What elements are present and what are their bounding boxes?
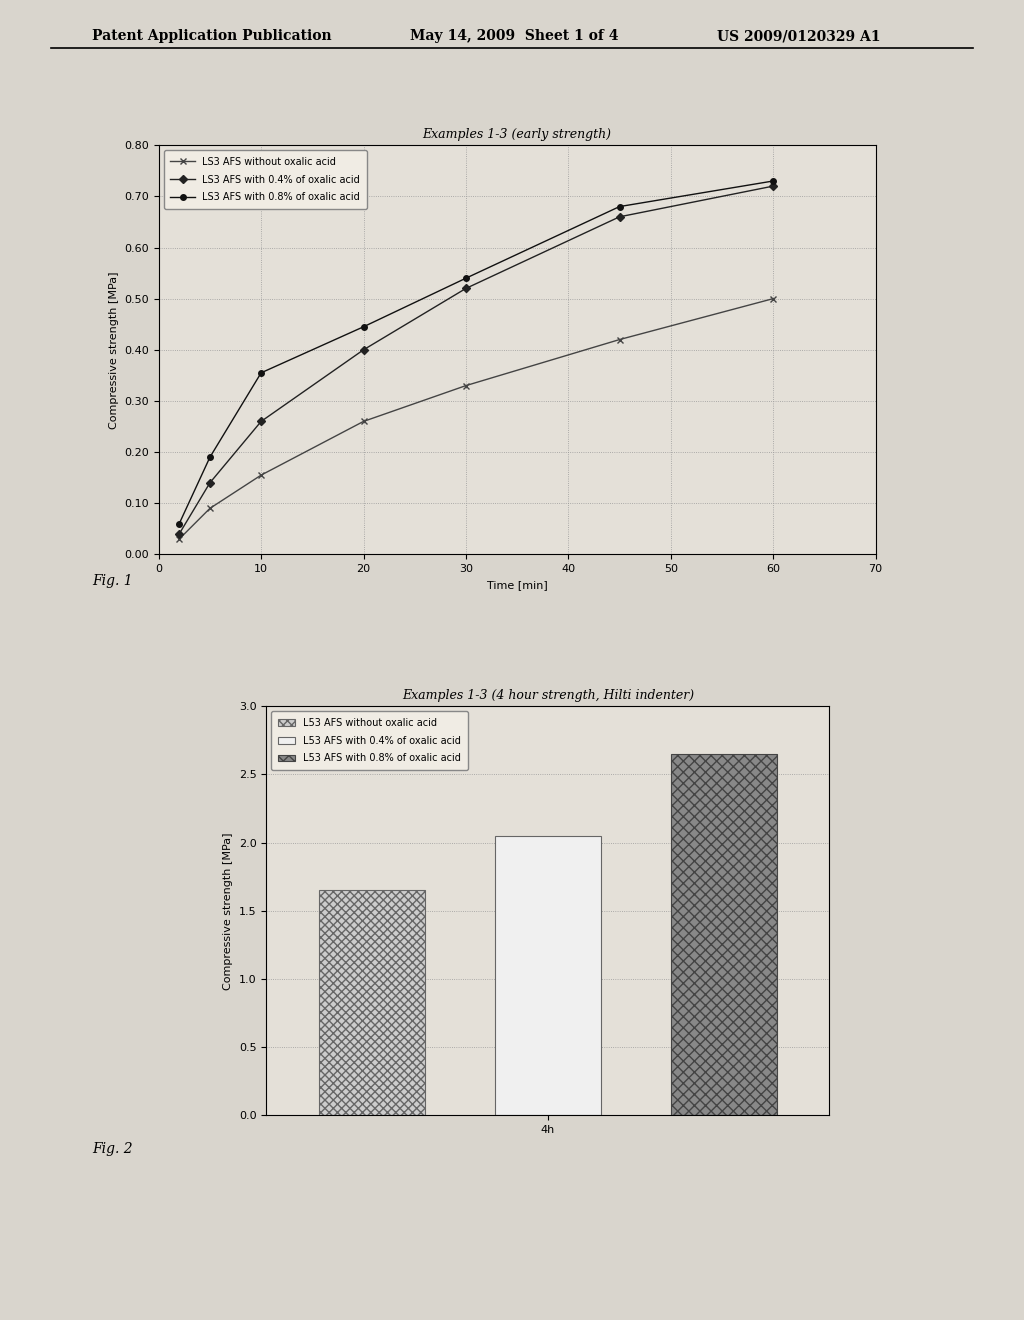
LS3 AFS with 0.8% of oxalic acid bbox=[460, 271, 472, 286]
Legend: LS3 AFS without oxalic acid, LS3 AFS with 0.4% of oxalic acid, LS3 AFS with 0.8%: LS3 AFS without oxalic acid, LS3 AFS wit… bbox=[164, 150, 367, 210]
Text: Patent Application Publication: Patent Application Publication bbox=[92, 29, 332, 44]
LS3 AFS with 0.4% of oxalic acid bbox=[173, 527, 185, 543]
LS3 AFS with 0.4% of oxalic acid bbox=[460, 281, 472, 297]
Y-axis label: Compressive strength [MPa]: Compressive strength [MPa] bbox=[223, 832, 233, 990]
LS3 AFS with 0.4% of oxalic acid bbox=[204, 475, 216, 491]
Bar bbox=[671, 754, 776, 1115]
Title: Examples 1-3 (4 hour strength, Hilti indenter): Examples 1-3 (4 hour strength, Hilti ind… bbox=[401, 689, 694, 702]
Y-axis label: Compressive strength [MPa]: Compressive strength [MPa] bbox=[109, 271, 119, 429]
LS3 AFS without oxalic acid bbox=[460, 378, 472, 393]
LS3 AFS with 0.8% of oxalic acid bbox=[255, 364, 267, 380]
LS3 AFS without oxalic acid bbox=[173, 531, 185, 546]
Bar bbox=[495, 836, 601, 1115]
LS3 AFS with 0.8% of oxalic acid bbox=[357, 319, 370, 335]
LS3 AFS with 0.8% of oxalic acid bbox=[613, 198, 626, 214]
Text: Fig. 1: Fig. 1 bbox=[92, 574, 133, 589]
Text: US 2009/0120329 A1: US 2009/0120329 A1 bbox=[717, 29, 881, 44]
LS3 AFS with 0.8% of oxalic acid bbox=[767, 173, 779, 189]
LS3 AFS with 0.4% of oxalic acid bbox=[357, 342, 370, 358]
Line: LS3 AFS with 0.4% of oxalic acid: LS3 AFS with 0.4% of oxalic acid bbox=[176, 183, 776, 537]
Bar bbox=[319, 891, 425, 1115]
LS3 AFS with 0.8% of oxalic acid bbox=[173, 516, 185, 532]
Title: Examples 1-3 (early strength): Examples 1-3 (early strength) bbox=[423, 128, 611, 141]
Legend: L53 AFS without oxalic acid, L53 AFS with 0.4% of oxalic acid, L53 AFS with 0.8%: L53 AFS without oxalic acid, L53 AFS wit… bbox=[271, 711, 468, 771]
LS3 AFS with 0.8% of oxalic acid bbox=[204, 449, 216, 465]
LS3 AFS with 0.4% of oxalic acid bbox=[613, 209, 626, 224]
Line: LS3 AFS without oxalic acid: LS3 AFS without oxalic acid bbox=[176, 296, 776, 543]
LS3 AFS without oxalic acid bbox=[767, 290, 779, 306]
LS3 AFS without oxalic acid bbox=[613, 331, 626, 347]
Text: May 14, 2009  Sheet 1 of 4: May 14, 2009 Sheet 1 of 4 bbox=[410, 29, 618, 44]
Text: Fig. 2: Fig. 2 bbox=[92, 1142, 133, 1156]
LS3 AFS with 0.4% of oxalic acid bbox=[255, 413, 267, 429]
Line: LS3 AFS with 0.8% of oxalic acid: LS3 AFS with 0.8% of oxalic acid bbox=[176, 178, 776, 527]
LS3 AFS without oxalic acid bbox=[255, 467, 267, 483]
LS3 AFS without oxalic acid bbox=[204, 500, 216, 516]
LS3 AFS with 0.4% of oxalic acid bbox=[767, 178, 779, 194]
X-axis label: Time [min]: Time [min] bbox=[486, 579, 548, 590]
LS3 AFS without oxalic acid bbox=[357, 413, 370, 429]
